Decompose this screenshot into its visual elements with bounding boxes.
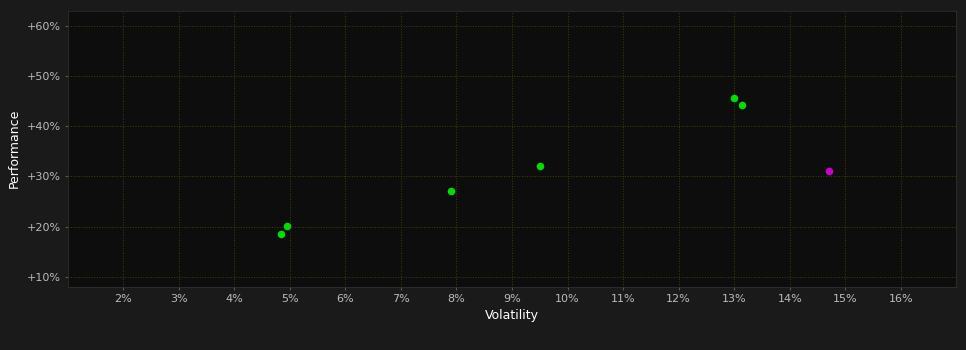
Point xyxy=(273,231,289,237)
Y-axis label: Performance: Performance xyxy=(8,109,21,188)
Point xyxy=(821,169,837,174)
Point xyxy=(726,96,742,101)
Point xyxy=(279,223,295,229)
Point xyxy=(532,163,548,169)
Point xyxy=(443,189,459,194)
Point xyxy=(735,102,751,108)
X-axis label: Volatility: Volatility xyxy=(485,309,539,322)
